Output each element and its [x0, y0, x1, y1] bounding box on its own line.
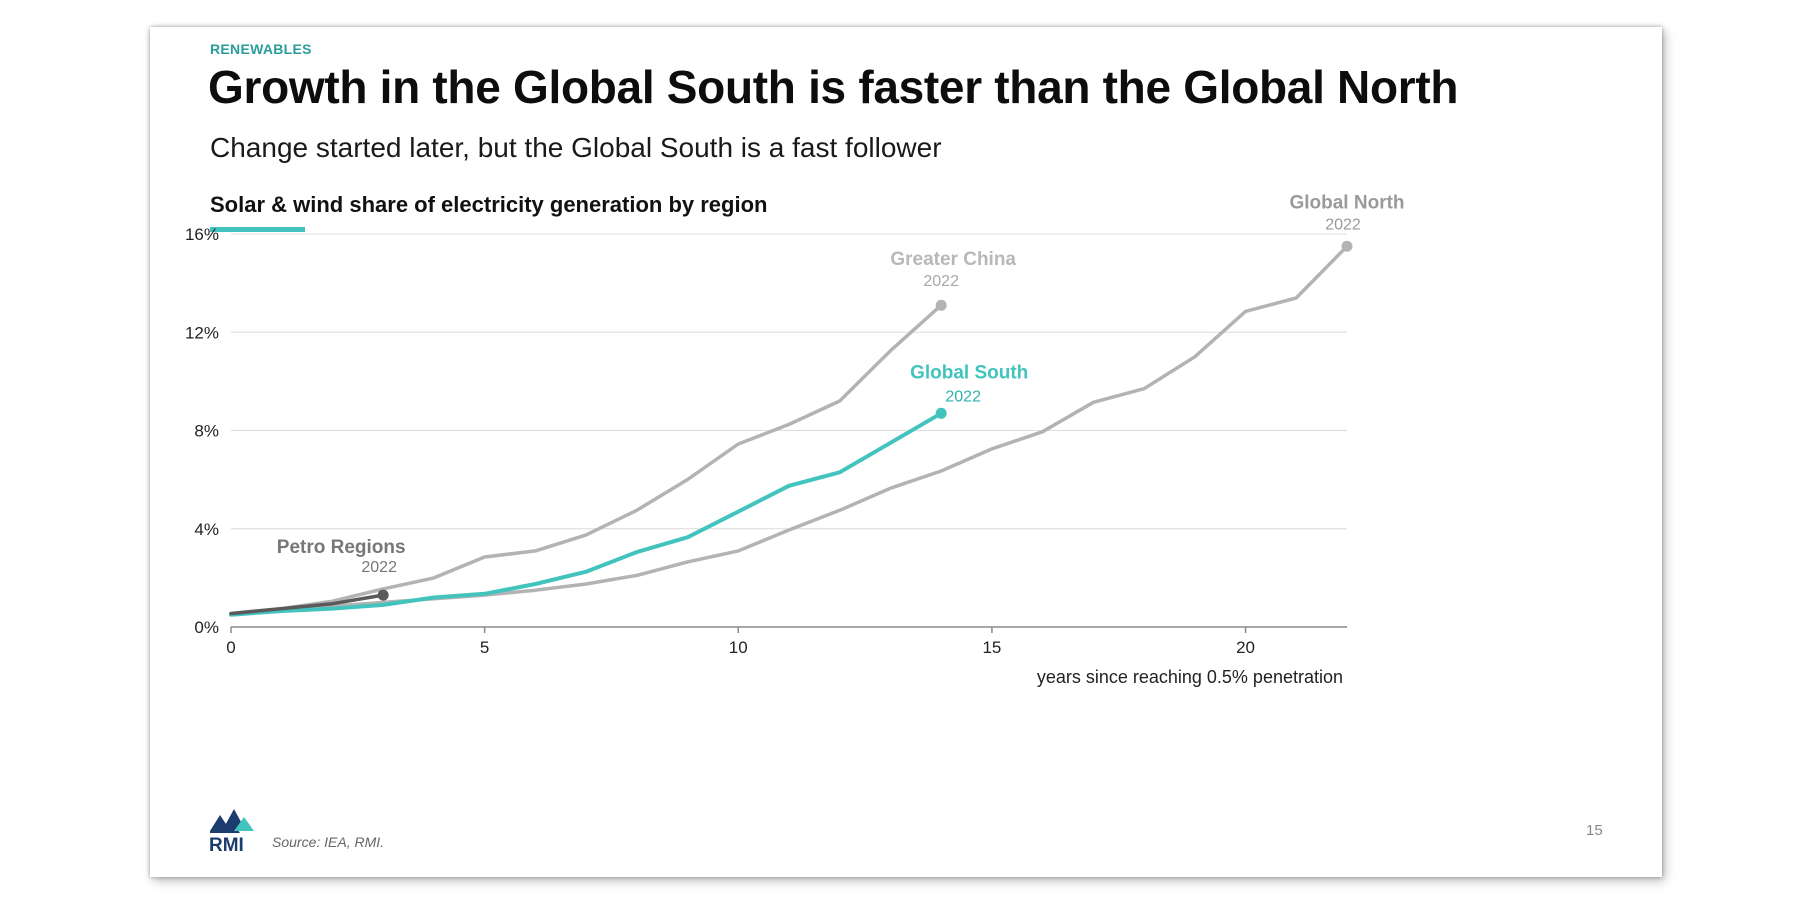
source-note: Source: IEA, RMI. [272, 834, 385, 850]
series-year-global-north: 2022 [1325, 216, 1361, 233]
rmi-logo-text: RMI [209, 835, 244, 853]
page-title: Growth in the Global South is faster tha… [208, 61, 1459, 113]
page-number: 15 [1586, 822, 1603, 839]
series-label-global-north: Global North [1289, 192, 1404, 213]
series-label-petro-regions: Petro Regions [277, 537, 406, 558]
y-tick-label: 4% [194, 520, 219, 539]
chart-title: Solar & wind share of electricity genera… [210, 192, 768, 217]
x-tick-label: 20 [1236, 638, 1255, 657]
rmi-logo: RMI [208, 805, 260, 858]
x-tick-label: 0 [226, 638, 235, 657]
series-line-global-south [229, 411, 944, 617]
series-year-greater-china: 2022 [923, 273, 959, 290]
axes: 0% 4% 8% 12% 16% 0 5 10 15 20 years since reaching… [185, 225, 1347, 687]
rmi-logo-icon: RMI [209, 809, 254, 856]
end-point-greater-china [935, 299, 947, 311]
line-chart: 0% 4% 8% 12% 16% 0 5 10 15 20 years since reaching… [185, 192, 1405, 687]
slide: RENEWABLES Growth in the Global South is… [150, 27, 1662, 877]
chart-title-underline [210, 227, 305, 232]
series-lines [229, 240, 1353, 617]
y-tick-label: 0% [194, 618, 219, 637]
y-tick-label: 16% [185, 225, 219, 244]
x-axis-label: years since reaching 0.5% penetration [1037, 667, 1343, 687]
page-subtitle: Change started later, but the Global Sou… [210, 132, 942, 163]
end-point-global-south [935, 407, 947, 419]
grid-lines [231, 233, 1347, 530]
section-kicker: RENEWABLES [210, 41, 312, 57]
series-year-petro-regions: 2022 [361, 559, 397, 576]
series-line-petro-regions [229, 593, 385, 616]
series-label-global-south: Global South [910, 362, 1028, 383]
y-tick-label: 8% [194, 422, 219, 441]
x-tick-label: 5 [480, 638, 489, 657]
x-tick-label: 10 [729, 638, 748, 657]
series-labels: Global North 2022 Greater China 2022 Global … [277, 192, 1405, 576]
end-point-petro-regions [377, 589, 389, 601]
series-label-greater-china: Greater China [890, 249, 1016, 270]
y-tick-label: 12% [185, 323, 219, 342]
x-tick-label: 15 [982, 638, 1001, 657]
series-year-global-south: 2022 [945, 388, 981, 405]
end-point-global-north [1341, 240, 1353, 252]
series-line-greater-china [229, 303, 943, 617]
